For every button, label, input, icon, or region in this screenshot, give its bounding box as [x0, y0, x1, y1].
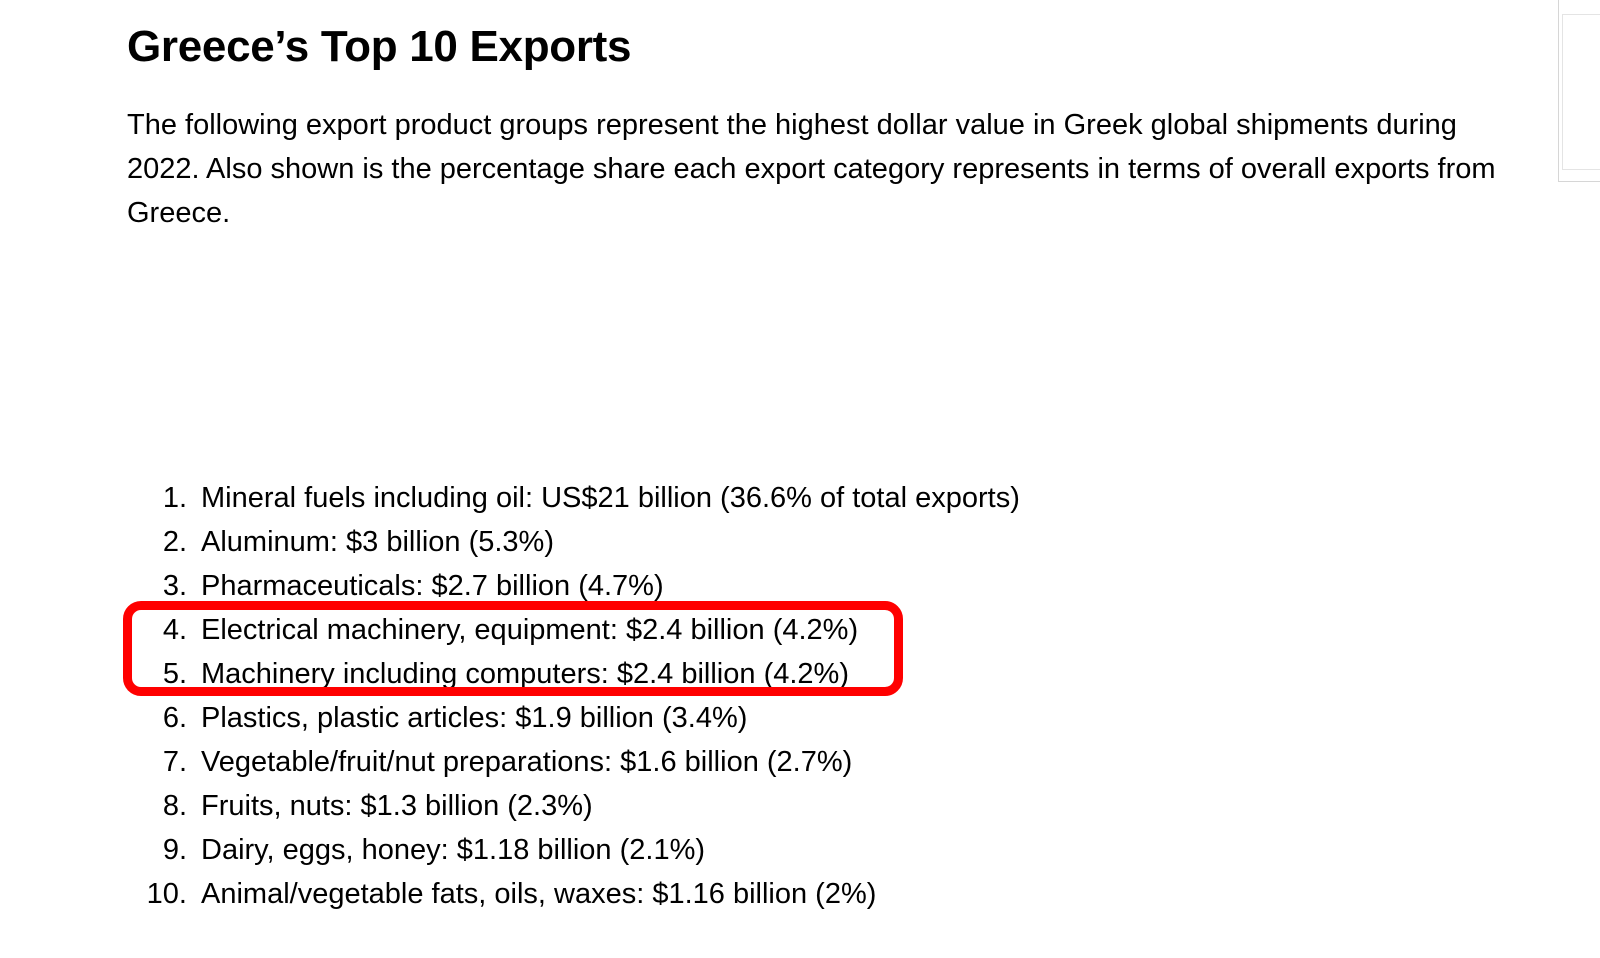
list-item-number: 8. — [162, 790, 187, 822]
list-item-number: 7. — [162, 746, 187, 778]
list-item-number: 9. — [162, 834, 187, 866]
list-item-number: 2. — [162, 526, 187, 558]
list-item-number: 10. — [146, 878, 187, 910]
list-item-number: 4. — [162, 614, 187, 646]
list-item: 6. Plastics, plastic articles: $1.9 bill… — [127, 696, 748, 740]
list-item-text: Pharmaceuticals: $2.7 billion (4.7%) — [201, 570, 664, 602]
list-item: 5. Machinery including computers: $2.4 b… — [127, 652, 849, 696]
list-item: 10. Animal/vegetable fats, oils, waxes: … — [127, 872, 877, 916]
list-item: 7. Vegetable/fruit/nut preparations: $1.… — [127, 740, 852, 784]
page-edge-frame — [1558, 0, 1600, 182]
list-item: 9. Dairy, eggs, honey: $1.18 billion (2.… — [127, 828, 705, 872]
list-item: 3. Pharmaceuticals: $2.7 billion (4.7%) — [127, 564, 664, 608]
list-item-number: 3. — [162, 570, 187, 602]
list-item-number: 5. — [162, 658, 187, 690]
list-item: 1. Mineral fuels including oil: US$21 bi… — [127, 476, 1020, 520]
list-item: 4. Electrical machinery, equipment: $2.4… — [127, 608, 858, 652]
list-item-text: Electrical machinery, equipment: $2.4 bi… — [201, 614, 859, 646]
list-item: 8. Fruits, nuts: $1.3 billion (2.3%) — [127, 784, 593, 828]
list-item-number: 6. — [162, 702, 187, 734]
list-item: 2. Aluminum: $3 billion (5.3%) — [127, 520, 554, 564]
list-item-text: Mineral fuels including oil: US$21 billi… — [201, 482, 1020, 514]
list-item-text: Machinery including computers: $2.4 bill… — [201, 658, 849, 690]
page-title: Greece’s Top 10 Exports — [127, 22, 632, 71]
page-edge-frame-inner — [1562, 14, 1600, 170]
list-item-text: Animal/vegetable fats, oils, waxes: $1.1… — [201, 878, 877, 910]
intro-paragraph: The following export product groups repr… — [127, 109, 1496, 229]
list-item-number: 1. — [162, 482, 187, 514]
exports-list: 1. Mineral fuels including oil: US$21 bi… — [127, 476, 1020, 916]
list-item-text: Dairy, eggs, honey: $1.18 billion (2.1%) — [201, 834, 706, 866]
list-item-text: Plastics, plastic articles: $1.9 billion… — [201, 702, 748, 734]
list-item-text: Aluminum: $3 billion (5.3%) — [201, 526, 554, 558]
list-item-text: Fruits, nuts: $1.3 billion (2.3%) — [201, 790, 593, 822]
list-item-text: Vegetable/fruit/nut preparations: $1.6 b… — [201, 746, 853, 778]
